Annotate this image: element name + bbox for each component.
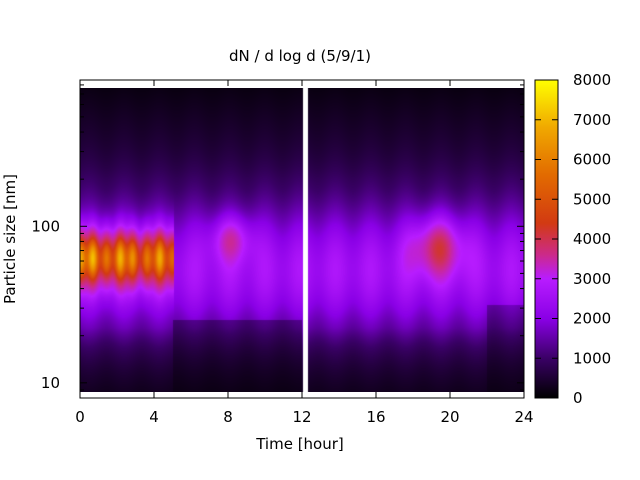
colorbar-tick-label: 3000 (573, 270, 611, 288)
x-tick-label: 4 (149, 408, 159, 426)
colorbar-tick-label: 0 (573, 389, 583, 407)
x-tick-label: 0 (75, 408, 85, 426)
y-axis-ticks: 10 100 (31, 84, 524, 399)
colorbar-tick-label: 1000 (573, 349, 611, 367)
x-tick-label: 12 (292, 408, 311, 426)
y-tick-label: 10 (41, 374, 60, 392)
colorbar-ticks: 0 1000 2000 3000 4000 5000 6000 7000 8000 (535, 71, 611, 407)
chart-title: dN / d log d (5/9/1) (229, 47, 371, 65)
y-axis-label: Particle size [nm] (1, 174, 19, 304)
heatmap-image (80, 88, 524, 392)
heatmap-area (80, 88, 524, 392)
x-axis-label: Time [hour] (255, 435, 344, 453)
colorbar-tick-label: 4000 (573, 230, 611, 248)
colorbar-tick-label: 7000 (573, 111, 611, 129)
colorbar-tick-label: 5000 (573, 190, 611, 208)
x-tick-label: 20 (440, 408, 459, 426)
x-tick-label: 24 (514, 408, 533, 426)
x-tick-label: 8 (223, 408, 233, 426)
x-axis-ticks: 0 4 8 12 16 20 24 (75, 80, 534, 426)
x-tick-label: 16 (366, 408, 385, 426)
colorbar-tick-label: 2000 (573, 310, 611, 328)
colorbar-tick-label: 8000 (573, 71, 611, 89)
colorbar-tick-label: 6000 (573, 151, 611, 169)
y-tick-label: 100 (31, 217, 60, 235)
